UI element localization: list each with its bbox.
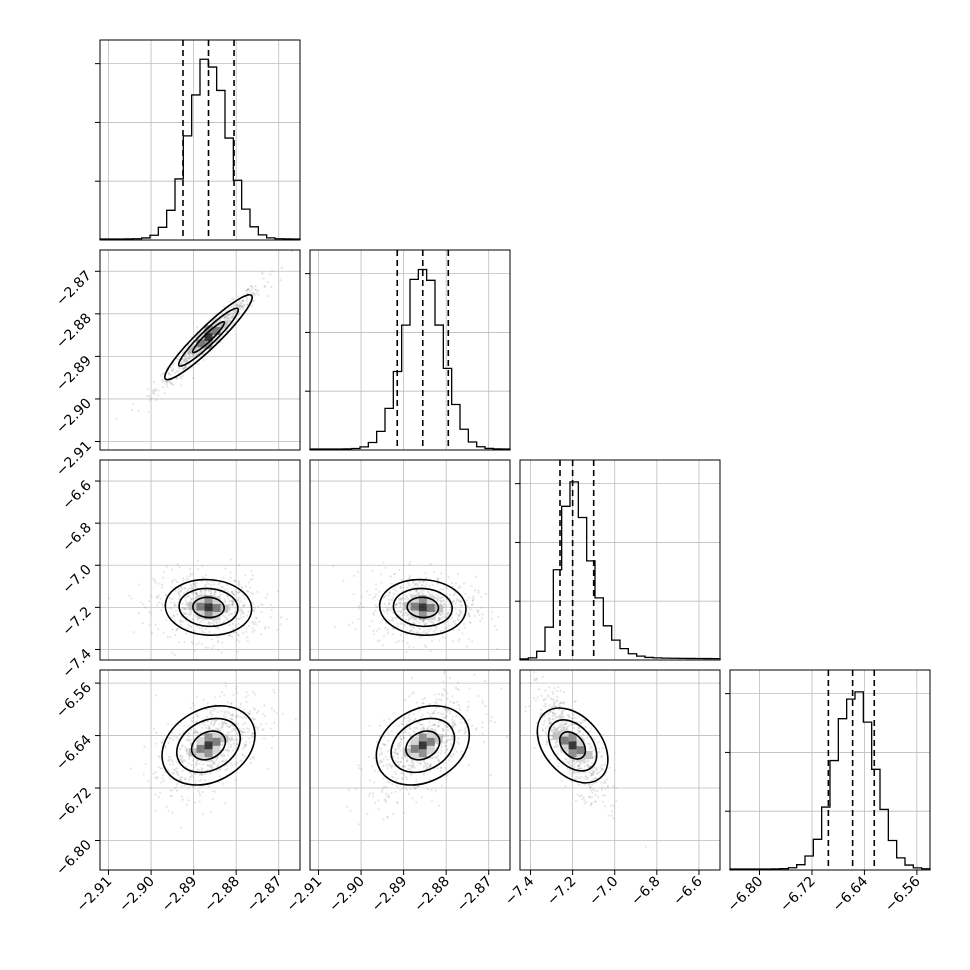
x-tick-label-p2: −6.8 <box>628 874 663 909</box>
contour-level-1 <box>192 596 225 619</box>
diagonal-panel-p2 <box>515 459 721 661</box>
scatter-panel-p0-p3 <box>99 669 301 871</box>
y-tick-label-p1: −2.89 <box>53 353 95 395</box>
histogram-p1 <box>309 268 511 450</box>
panel-frame <box>99 249 301 451</box>
panel-background <box>520 670 720 870</box>
x-tick-label-p3: −6.80 <box>725 874 767 916</box>
x-tick-label-p3: −6.56 <box>882 873 924 915</box>
x-tick-label-p0: −2.90 <box>116 874 158 916</box>
y-tick-label-p3: −6.80 <box>53 837 95 879</box>
scatter-panel-p2-p3 <box>519 669 721 871</box>
panel-background <box>100 670 300 870</box>
panel-background <box>520 460 720 660</box>
y-tick-label-p3: −6.72 <box>53 785 95 827</box>
x-tick-label-p0: −2.87 <box>244 874 286 916</box>
panel-frame <box>99 669 301 871</box>
x-tick-label-p1: −2.88 <box>411 874 453 916</box>
y-tick-label-p1: −2.87 <box>53 268 95 310</box>
panel-frame <box>309 459 511 661</box>
contour-level-3 <box>378 578 467 636</box>
y-tick-label-p2: −7.0 <box>59 562 94 597</box>
panel-background <box>310 670 510 870</box>
scatter-panel-p0-p1 <box>99 249 301 451</box>
contour-level-2 <box>177 307 240 367</box>
y-tick-label-p2: −6.6 <box>59 478 94 513</box>
panel-frame <box>99 39 301 241</box>
contour-level-2 <box>392 587 453 628</box>
panel-frame <box>99 459 301 661</box>
panel-frame <box>729 669 931 871</box>
diagonal-panel-p3 <box>725 669 931 871</box>
contour-level-1 <box>406 596 440 619</box>
contour-level-3 <box>163 293 254 381</box>
x-tick-label-p0: −2.89 <box>159 874 201 916</box>
y-tick-label-p2: −7.4 <box>59 646 94 681</box>
y-tick-label-p2: −6.8 <box>59 520 94 555</box>
contour-level-2 <box>390 717 456 774</box>
x-tick-label-p2: −7.2 <box>544 874 579 909</box>
x-tick-label-p1: −2.91 <box>284 874 326 916</box>
y-tick-label-p1: −2.88 <box>53 310 95 352</box>
diagonal-panel-p0 <box>95 39 301 241</box>
x-tick-label-p2: −7.4 <box>502 873 537 908</box>
panel-frame <box>309 669 511 871</box>
contour-level-1 <box>190 730 227 761</box>
contour-level-1 <box>405 730 441 761</box>
panel-frame <box>519 459 721 661</box>
panel-background <box>100 460 300 660</box>
y-tick-label-p2: −7.2 <box>59 604 94 639</box>
contour-level-1 <box>558 731 587 760</box>
x-tick-label-p2: −7.0 <box>586 874 621 909</box>
diagonal-panel-p1 <box>305 249 511 451</box>
contour-level-2 <box>176 717 241 774</box>
contour-level-1 <box>191 320 226 354</box>
panel-background <box>310 460 510 660</box>
x-tick-label-p1: −2.90 <box>326 874 368 916</box>
x-tick-label-p1: −2.87 <box>454 874 496 916</box>
x-tick-label-p3: −6.72 <box>777 874 819 916</box>
y-tick-label-p1: −2.91 <box>53 438 95 480</box>
x-tick-label-p0: −2.91 <box>74 874 116 916</box>
histogram-p0 <box>99 58 301 240</box>
contour-level-2 <box>178 587 239 628</box>
scatter-panel-p1-p2 <box>309 459 511 661</box>
scatter-panel-p0-p2 <box>99 459 301 662</box>
histogram-p3 <box>729 691 931 870</box>
x-tick-label-p2: −6.6 <box>670 873 705 908</box>
contour-level-2 <box>547 719 598 772</box>
contour-level-3 <box>536 707 609 784</box>
contour-level-3 <box>164 578 253 636</box>
contour-level-3 <box>161 705 256 786</box>
y-tick-label-p1: −2.90 <box>53 395 95 437</box>
histogram-p2 <box>519 481 721 660</box>
panel-frame <box>309 249 511 451</box>
panel-frame <box>519 669 721 871</box>
x-tick-label-p3: −6.64 <box>830 873 872 915</box>
x-tick-label-p0: −2.88 <box>201 874 243 916</box>
x-tick-label-p1: −2.89 <box>369 874 411 916</box>
scatter-panel-p1-p3 <box>309 669 511 871</box>
contour-level-3 <box>375 705 471 786</box>
y-tick-label-p3: −6.64 <box>53 732 95 774</box>
y-tick-label-p3: −6.56 <box>53 680 95 722</box>
